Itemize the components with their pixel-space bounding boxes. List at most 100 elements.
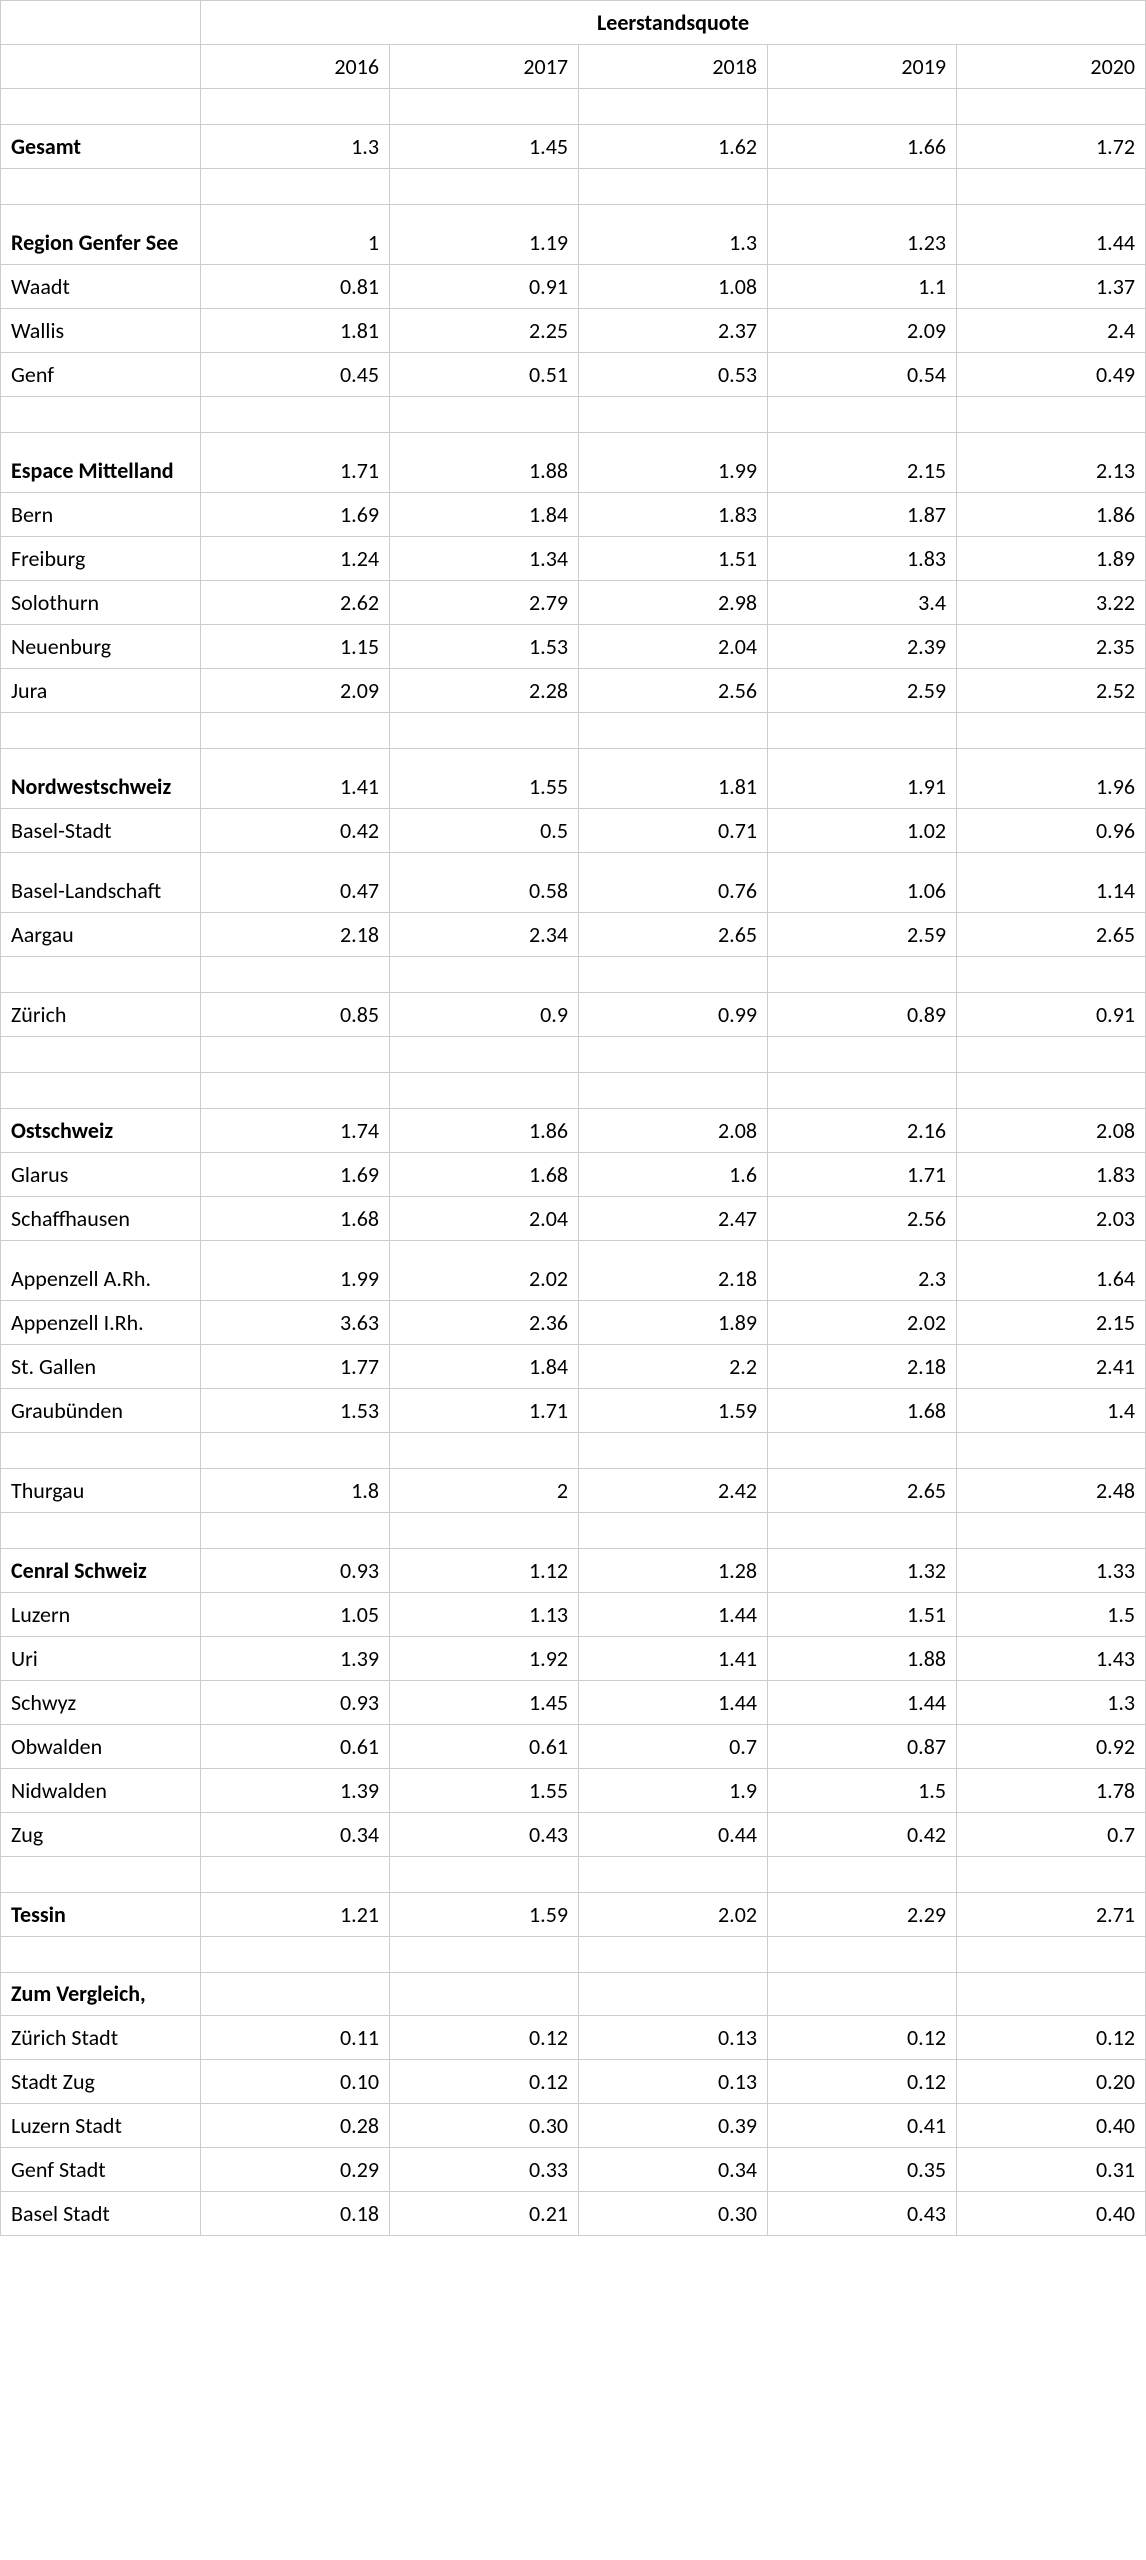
spacer-cell	[201, 713, 390, 749]
spacer-cell	[579, 713, 768, 749]
value-cell: 2.29	[768, 1893, 957, 1937]
value-cell: 0.21	[390, 2192, 579, 2236]
spacer-cell	[768, 1073, 957, 1109]
row-label: Thurgau	[1, 1469, 201, 1513]
value-cell: 2.65	[579, 913, 768, 957]
spacer-cell	[579, 169, 768, 205]
value-cell: 0.96	[957, 809, 1146, 853]
spacer-cell	[390, 397, 579, 433]
row-label: Solothurn	[1, 581, 201, 625]
year-header: 2016	[201, 45, 390, 89]
spacer-label	[1, 397, 201, 433]
row-label: Cenral Schweiz	[1, 1549, 201, 1593]
row-label: Graubünden	[1, 1389, 201, 1433]
value-cell: 1.74	[201, 1109, 390, 1153]
value-cell: 2.35	[957, 625, 1146, 669]
value-cell: 1.51	[579, 537, 768, 581]
value-cell: 0.20	[957, 2060, 1146, 2104]
value-cell: 0.9	[390, 993, 579, 1037]
spacer-label	[1, 1037, 201, 1073]
value-cell: 1.05	[201, 1593, 390, 1637]
row-label: Schaffhausen	[1, 1197, 201, 1241]
value-cell: 1.12	[390, 1549, 579, 1593]
value-cell: 0.12	[768, 2016, 957, 2060]
row-label: Genf Stadt	[1, 2148, 201, 2192]
row-label: Zum Vergleich,	[1, 1973, 201, 2016]
value-cell: 1.59	[390, 1893, 579, 1937]
spacer-cell	[579, 1937, 768, 1973]
value-cell: 1.71	[768, 1153, 957, 1197]
row-label: Neuenburg	[1, 625, 201, 669]
spacer-cell	[579, 957, 768, 993]
spacer-cell	[768, 169, 957, 205]
spacer-cell	[201, 1857, 390, 1893]
value-cell: 1.88	[390, 433, 579, 493]
value-cell: 1.62	[579, 125, 768, 169]
value-cell: 1.13	[390, 1593, 579, 1637]
value-cell: 1.66	[768, 125, 957, 169]
value-cell: 1.69	[201, 1153, 390, 1197]
value-cell: 1.9	[579, 1769, 768, 1813]
row-label: Region Genfer See	[1, 205, 201, 265]
spacer-label	[1, 1857, 201, 1893]
value-cell: 0.12	[768, 2060, 957, 2104]
value-cell: 0.54	[768, 353, 957, 397]
spacer-cell	[768, 1433, 957, 1469]
value-cell: 1.68	[390, 1153, 579, 1197]
value-cell: 0.93	[201, 1549, 390, 1593]
table-title: Leerstandsquote	[201, 1, 1146, 45]
value-cell: 0.7	[579, 1725, 768, 1769]
value-cell: 1.78	[957, 1769, 1146, 1813]
value-cell	[579, 1973, 768, 2016]
value-cell: 0.53	[579, 353, 768, 397]
value-cell: 1.53	[201, 1389, 390, 1433]
spacer-cell	[390, 1937, 579, 1973]
value-cell: 0.89	[768, 993, 957, 1037]
spacer-label	[1, 169, 201, 205]
value-cell: 1.08	[579, 265, 768, 309]
spacer-cell	[957, 169, 1146, 205]
spacer-cell	[390, 169, 579, 205]
value-cell: 2.04	[390, 1197, 579, 1241]
row-label: Genf	[1, 353, 201, 397]
value-cell: 2.48	[957, 1469, 1146, 1513]
value-cell: 1	[201, 205, 390, 265]
spacer-label	[1, 1937, 201, 1973]
row-label: Basel Stadt	[1, 2192, 201, 2236]
value-cell: 2.65	[957, 913, 1146, 957]
value-cell: 1.02	[768, 809, 957, 853]
year-header: 2019	[768, 45, 957, 89]
value-cell: 1.99	[201, 1241, 390, 1301]
value-cell: 1.24	[201, 537, 390, 581]
value-cell: 1.84	[390, 1345, 579, 1389]
spacer-cell	[957, 957, 1146, 993]
value-cell	[768, 1973, 957, 2016]
value-cell: 2.56	[579, 669, 768, 713]
value-cell: 0.12	[957, 2016, 1146, 2060]
value-cell: 1.91	[768, 749, 957, 809]
row-label: Luzern Stadt	[1, 2104, 201, 2148]
value-cell: 1.83	[768, 537, 957, 581]
value-cell: 1.3	[957, 1681, 1146, 1725]
spacer-label	[1, 713, 201, 749]
value-cell: 1.39	[201, 1769, 390, 1813]
value-cell: 0.81	[201, 265, 390, 309]
value-cell: 1.69	[201, 493, 390, 537]
value-cell: 0.12	[390, 2016, 579, 2060]
spacer-cell	[390, 713, 579, 749]
value-cell: 2.39	[768, 625, 957, 669]
spacer-label	[1, 1073, 201, 1109]
spacer-label	[1, 957, 201, 993]
value-cell: 0.18	[201, 2192, 390, 2236]
row-label: Glarus	[1, 1153, 201, 1197]
value-cell: 1.86	[390, 1109, 579, 1153]
value-cell: 0.33	[390, 2148, 579, 2192]
value-cell: 0.43	[768, 2192, 957, 2236]
value-cell: 0.49	[957, 353, 1146, 397]
value-cell: 0.31	[957, 2148, 1146, 2192]
value-cell	[390, 1973, 579, 2016]
value-cell	[201, 1973, 390, 2016]
spacer-cell	[579, 1513, 768, 1549]
value-cell: 2.79	[390, 581, 579, 625]
value-cell: 0.10	[201, 2060, 390, 2104]
